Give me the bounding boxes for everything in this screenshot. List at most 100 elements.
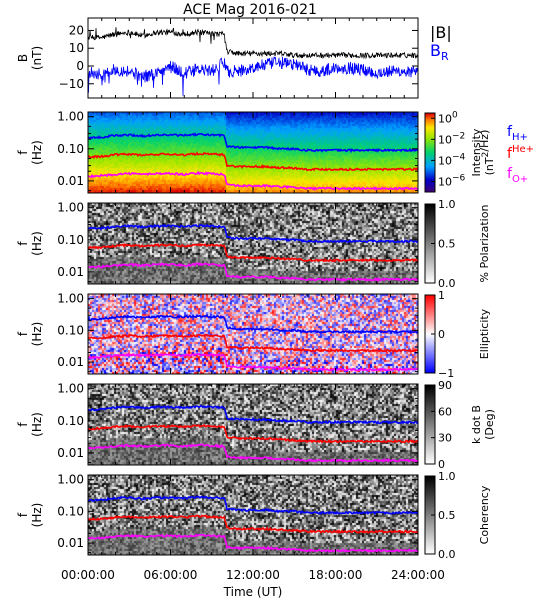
panel-k-dot-b: 1.00 0.10 0.01 f (Hz) 90 60 30 0 k dot B (Deg) (16, 379, 496, 471)
f-h-line (87, 314, 419, 335)
y-tick-label: 1.00 (57, 292, 84, 306)
f-h-line (87, 404, 419, 425)
x-tick-label: 06:00:00 (144, 568, 198, 582)
f-h-line (88, 223, 419, 244)
colorbar-tick-label: 1.0 (438, 198, 456, 211)
y-axis-label: f (16, 150, 30, 155)
panel-ellipticity-colorbar (425, 295, 435, 373)
panel-k-dot-b-colorbar (425, 385, 435, 464)
panel-intensity-colorbar (425, 113, 435, 192)
colorbar-tick-label: 1.0 (438, 470, 456, 483)
y-tick-label: 0 (76, 59, 84, 73)
series-line-b-r (87, 56, 419, 96)
x-tick-label: 00:00:00 (61, 568, 115, 582)
y-axis-label: B (16, 54, 30, 62)
colorbar-tick-label: −1 (438, 367, 454, 380)
panel-polarization-colorbar (425, 204, 435, 283)
panel-bfield-frame (87, 17, 419, 99)
y-axis-label: f (16, 241, 30, 246)
y-tick-label: 0.01 (57, 174, 84, 188)
f-h-line (87, 495, 419, 516)
y-tick-label: 0.10 (57, 323, 84, 337)
colorbar-label: Intensity (470, 128, 483, 176)
colorbar-tick-label: 10−4 (438, 152, 466, 167)
y-tick-label: 20 (69, 23, 84, 37)
f-he-line (87, 423, 419, 444)
f-he-line (87, 242, 419, 263)
panel-coherency-spectrogram (88, 475, 418, 555)
y-tick-label: 1.00 (57, 473, 84, 487)
f-he-line (87, 333, 419, 353)
colorbar-tick-label: 0 (438, 328, 445, 341)
f-o-line (87, 261, 419, 283)
legend-f-h: fH+ (507, 124, 528, 143)
colorbar-tick-label: 100 (438, 110, 458, 125)
colorbar-tick-label: 0 (438, 458, 445, 471)
colorbar-label: % Polarization (478, 205, 491, 283)
panel-bfield: 20 10 0 −10 B (nT) |B|BR (16, 17, 452, 99)
legend-b-r: BR (430, 41, 449, 63)
figure-title: ACE Mag 2016-021 (183, 2, 317, 18)
colorbar-tick-label: 10−6 (438, 173, 466, 188)
y-tick-label: 1.00 (57, 201, 84, 215)
colorbar-tick-label: 1 (438, 289, 445, 302)
f-o-line (87, 533, 419, 553)
colorbar-label: Coherency (478, 485, 491, 544)
y-tick-label: 0.01 (57, 536, 84, 550)
y-tick-label: 0.01 (57, 446, 84, 460)
y-tick-label: 1.00 (57, 382, 84, 396)
y-axis-unit: (Hz) (30, 231, 44, 256)
y-tick-label: 0.10 (57, 414, 84, 428)
panel-polarization-spectrogram (88, 203, 418, 284)
x-tick-label: 12:00:00 (226, 568, 280, 582)
panel-coherency-colorbar (425, 476, 435, 554)
y-tick-label: 0.10 (57, 142, 84, 156)
panel-coherency: 1.00 0.10 0.01 f (Hz) 1.0 0.5 0.0 Coherency (16, 470, 491, 561)
f-he-line (87, 514, 419, 534)
colorbar-tick-label: 0.5 (438, 509, 456, 522)
y-tick-label: 0.01 (57, 265, 84, 279)
x-axis-label: Time (UT) (223, 585, 283, 599)
colorbar-label: k dot B (470, 405, 483, 444)
y-axis-label: f (16, 331, 30, 336)
colorbar-tick-label: 0.5 (438, 238, 456, 251)
legend-f-he: fHe+ (507, 144, 534, 162)
y-tick-label: 1.00 (57, 110, 84, 124)
y-axis-unit: (nT) (30, 46, 44, 70)
y-axis-unit: (Hz) (30, 503, 44, 528)
series-line-b-total (87, 27, 419, 60)
y-tick-label: 0.01 (57, 355, 84, 369)
colorbar-label: (Deg) (483, 409, 496, 440)
colorbar-tick-label: 10−2 (438, 131, 465, 146)
f-h-line (88, 132, 419, 154)
y-axis-unit: (Hz) (30, 140, 44, 165)
colorbar-tick-label: 60 (438, 405, 452, 418)
y-axis-unit: (Hz) (30, 322, 44, 347)
colorbar-tick-label: 30 (438, 432, 452, 445)
colorbar-tick-label: 90 (438, 379, 452, 392)
y-axis-unit: (Hz) (30, 412, 44, 437)
panel-intensity-colorbar-frame (424, 112, 436, 193)
colorbar-tick-label: 0.0 (438, 277, 456, 290)
y-tick-label: 0.10 (57, 233, 84, 247)
f-o-line (87, 352, 419, 372)
panel-intensity-spectrogram (88, 112, 418, 193)
y-tick-label: 0.10 (57, 504, 84, 518)
x-tick-label: 24:00:00 (391, 568, 445, 582)
panel-ellipticity-spectrogram (88, 294, 418, 374)
panel-ellipticity: 1.00 0.10 0.01 f (Hz) 1 0 −1 Ellipticity (16, 289, 491, 380)
colorbar-label: (nT2/Hz) (478, 130, 496, 176)
panel-k-dot-b-colorbar-frame (424, 384, 436, 465)
f-o-line (87, 443, 419, 463)
y-axis-label: f (16, 512, 30, 517)
legend-f-o: fO+ (507, 166, 528, 185)
panel-k-dot-b-spectrogram (88, 384, 418, 465)
y-axis-label: f (16, 422, 30, 427)
x-tick-label: 18:00:00 (309, 568, 363, 582)
f-o-line (87, 170, 419, 192)
colorbar-label: Ellipticity (478, 308, 491, 359)
panel-intensity: 1.00 0.10 0.01 f (Hz) 100 10−2 10−4 10−6 Intensit… (16, 110, 534, 194)
panel-polarization: 1.00 0.10 0.01 f (Hz) 1.0 0.5 0.0 % Polarization (16, 198, 491, 290)
y-tick-label: −10 (59, 77, 84, 91)
